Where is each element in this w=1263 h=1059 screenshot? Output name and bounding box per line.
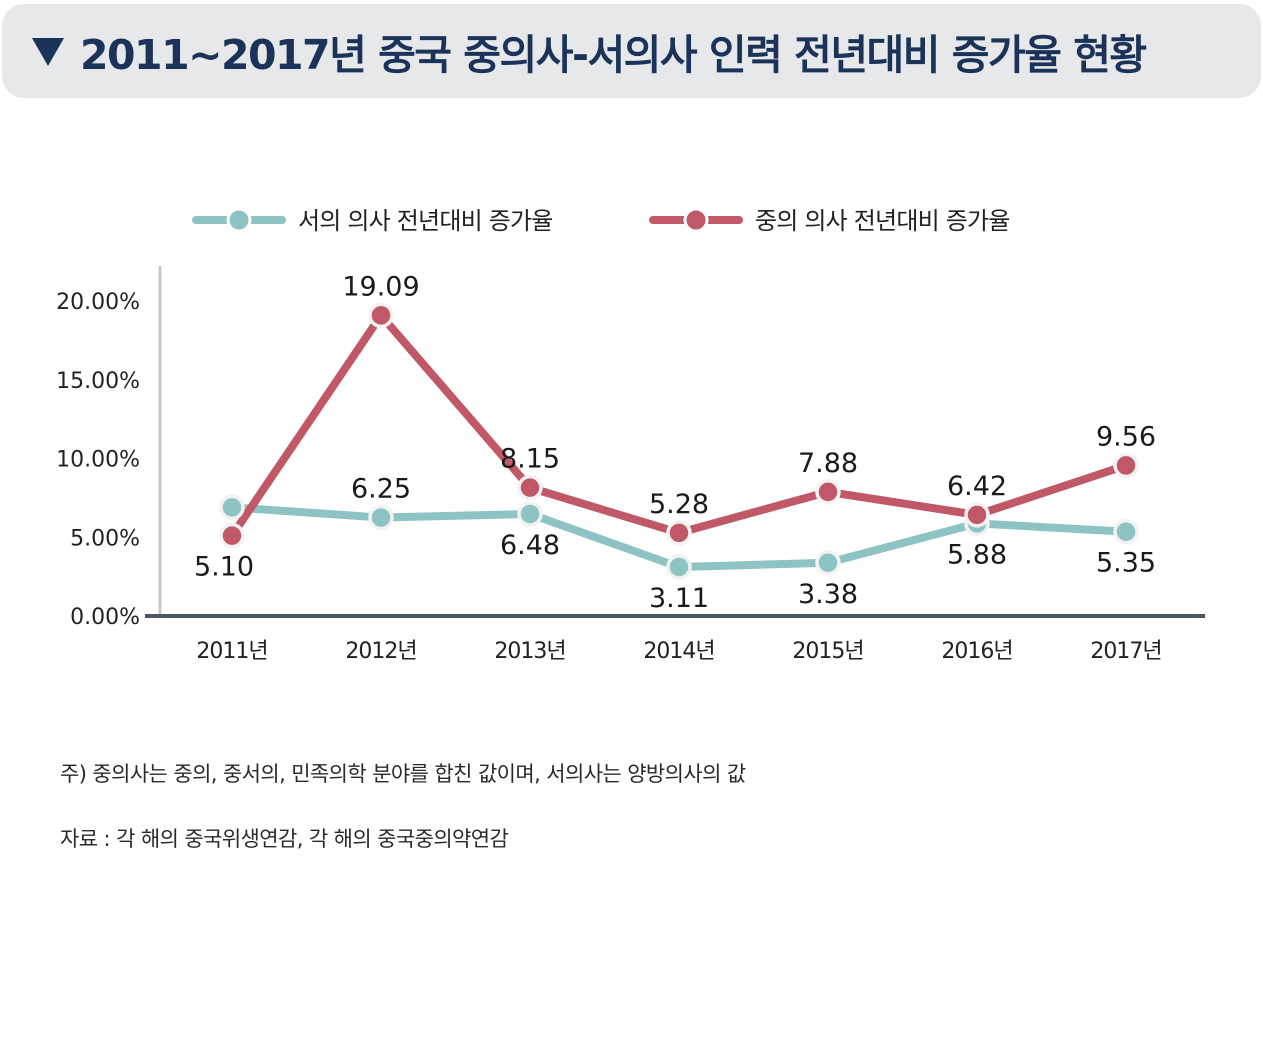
data-point <box>517 501 543 527</box>
data-point <box>815 550 841 576</box>
data-label: 5.10 <box>194 552 254 583</box>
x-tick-label: 2015년 <box>792 639 863 664</box>
data-label: 3.11 <box>649 583 709 614</box>
data-label: 6.48 <box>500 530 560 561</box>
data-point <box>666 554 692 580</box>
page-title: 2011~2017년 중국 중의사-서의사 인력 전년대비 증가율 현황 <box>80 31 1147 79</box>
data-point <box>1113 452 1139 479</box>
data-label: 5.35 <box>1096 548 1156 579</box>
legend-marker <box>683 207 709 233</box>
y-tick-label: 10.00% <box>56 448 140 473</box>
data-label: 5.28 <box>649 489 709 520</box>
y-tick-label: 20.00% <box>56 290 140 315</box>
title-bar: 2011~2017년 중국 중의사-서의사 인력 전년대비 증가율 현황 <box>2 4 1261 98</box>
legend-label: 서의 의사 전년대비 증가율 <box>298 207 553 235</box>
data-point <box>219 522 245 549</box>
legend-label: 중의 의사 전년대비 증가율 <box>755 207 1010 235</box>
data-point <box>517 474 543 501</box>
data-point <box>368 302 394 329</box>
data-point <box>368 504 394 531</box>
x-tick-label: 2016년 <box>941 639 1012 664</box>
data-label: 8.15 <box>500 444 560 475</box>
x-tick-label: 2011년 <box>196 639 267 664</box>
data-point <box>964 502 990 528</box>
data-point <box>219 494 245 521</box>
y-tick-label: 15.00% <box>56 369 140 394</box>
legend-marker <box>226 207 252 233</box>
data-point <box>666 520 692 546</box>
footnote: 주) 중의사는 중의, 중서의, 민족의학 분야를 합친 값이며, 서의사는 양… <box>60 762 746 786</box>
source-note: 자료 : 각 해의 중국위생연감, 각 해의 중국중의약연감 <box>60 827 509 851</box>
y-tick-label: 5.00% <box>70 526 140 551</box>
data-label: 9.56 <box>1096 421 1156 452</box>
data-label: 6.42 <box>947 471 1007 502</box>
data-point <box>1113 518 1139 545</box>
triangle-down-icon <box>32 38 64 66</box>
data-label: 5.88 <box>947 539 1007 570</box>
line-chart: 0.00% 5.00% 10.00% 15.00% 20.00% 2011년 2012년 20… <box>56 207 1205 664</box>
data-label: 19.09 <box>342 271 419 302</box>
data-label: 7.88 <box>798 448 858 479</box>
x-tick-label: 2014년 <box>643 639 714 664</box>
y-tick-label: 0.00% <box>70 605 140 630</box>
x-tick-label: 2012년 <box>345 639 416 664</box>
data-label: 3.38 <box>798 579 858 610</box>
x-tick-label: 2017년 <box>1090 639 1161 664</box>
x-tick-label: 2013년 <box>494 639 565 664</box>
data-label: 6.25 <box>351 474 411 505</box>
data-point <box>815 479 841 505</box>
